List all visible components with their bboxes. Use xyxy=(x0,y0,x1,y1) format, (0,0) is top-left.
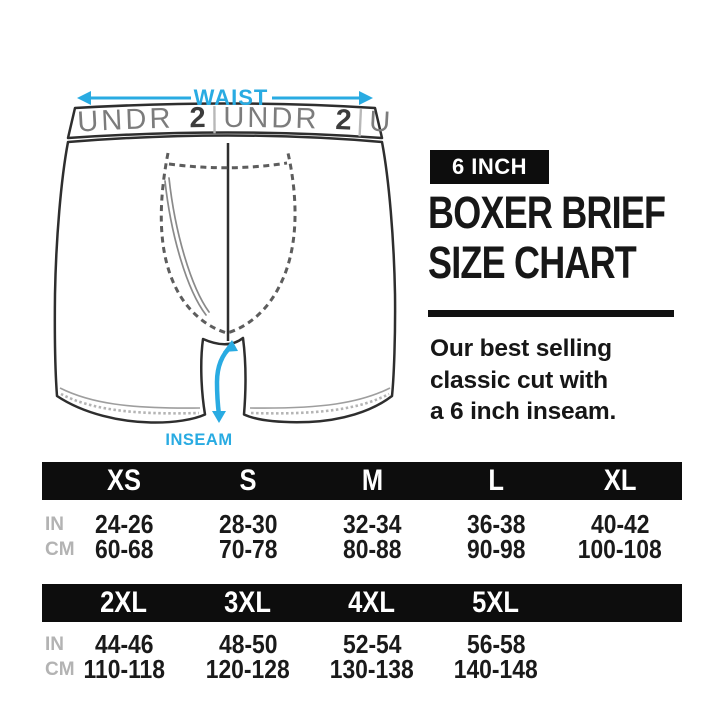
value-cell: 44-46 xyxy=(94,629,154,659)
value-cell: 36-38 xyxy=(466,509,526,539)
left-hem-stitch-dashed xyxy=(60,392,200,415)
description-line: Our best selling xyxy=(430,335,612,362)
unit-label-cm: CM xyxy=(45,659,75,680)
size-header-xl: XL xyxy=(603,464,637,497)
size-header-2xl: 2XL xyxy=(100,586,148,619)
fly-opening-line-outer xyxy=(164,180,207,316)
table-row-centimeters: CM 60-68 70-78 80-88 90-98 100-108 xyxy=(42,534,682,564)
value-cell: 70-78 xyxy=(218,534,278,564)
page-title: BOXER BRIEF SIZE CHART xyxy=(428,188,720,288)
inseam-label: INSEAM xyxy=(165,431,232,449)
description-line: classic cut with xyxy=(430,366,608,394)
size-header-4xl: 4XL xyxy=(348,586,396,619)
unit-label-cm: CM xyxy=(45,539,75,560)
fly-stitch-dashed xyxy=(159,152,297,335)
value-cell: 60-68 xyxy=(94,534,154,564)
right-hem-stitch-dashed xyxy=(250,392,390,415)
value-cell: 32-34 xyxy=(342,509,402,539)
table-row-inches: IN 44-46 48-50 52-54 56-58 xyxy=(42,629,682,659)
size-table-2xl-5xl: 2XL 3XL 4XL 5XL IN 44-46 48-50 52-54 56-… xyxy=(42,584,682,682)
value-cell: 40-42 xyxy=(590,509,650,539)
fly-top-stitch-dashed xyxy=(168,161,288,170)
left-hem-line xyxy=(59,387,201,409)
size-table-xs-xl: XS S M L XL IN 24-26 28-30 32-34 36-38 4… xyxy=(42,462,682,562)
value-cell: 56-58 xyxy=(466,629,526,659)
size-table-header-row: XS S M L XL xyxy=(42,462,682,500)
waist-arrowhead-right xyxy=(359,91,373,105)
unit-label-in: IN xyxy=(45,634,64,655)
value-cell: 120-128 xyxy=(206,654,290,684)
title-line-1: BOXER BRIEF xyxy=(428,187,666,238)
value-cell: 90-98 xyxy=(466,534,526,564)
value-cell: 110-118 xyxy=(83,654,165,684)
value-cell: 140-148 xyxy=(454,654,538,684)
product-description: Our best selling classic cut with a 6 in… xyxy=(430,333,616,428)
value-cell: 100-108 xyxy=(578,534,662,564)
size-header-3xl: 3XL xyxy=(224,586,272,619)
size-header-empty xyxy=(558,584,682,622)
inseam-arrow xyxy=(214,344,234,418)
inseam-badge: 6 INCH xyxy=(430,150,549,184)
value-cell: 52-54 xyxy=(342,629,402,659)
size-header-xs: XS xyxy=(106,464,142,497)
size-header-l: L xyxy=(488,464,504,497)
fly-opening-line-inner xyxy=(168,177,210,313)
size-header-m: M xyxy=(361,464,383,497)
size-table-header-row: 2XL 3XL 4XL 5XL xyxy=(42,584,682,622)
value-cell: 48-50 xyxy=(218,629,278,659)
right-hem-line xyxy=(249,387,391,409)
boxer-body-outline xyxy=(53,134,397,424)
value-cell: 130-138 xyxy=(330,654,414,684)
value-cell-empty xyxy=(558,632,682,657)
table-row-centimeters: CM 110-118 120-128 130-138 140-148 xyxy=(42,654,682,684)
value-cell: 24-26 xyxy=(94,509,154,539)
inseam-badge-label: 6 INCH xyxy=(451,154,528,179)
unit-label-in: IN xyxy=(45,514,64,535)
table-row-inches: IN 24-26 28-30 32-34 36-38 40-42 xyxy=(42,509,682,539)
size-header-5xl: 5XL xyxy=(472,586,520,619)
inseam-arrowhead-bottom xyxy=(212,411,226,423)
waist-label: WAIST xyxy=(194,85,269,110)
inseam-arrowhead-top xyxy=(223,340,238,352)
value-cell: 28-30 xyxy=(218,509,278,539)
waist-arrowhead-left xyxy=(77,91,91,105)
size-header-s: S xyxy=(239,464,257,497)
value-cell-empty xyxy=(558,657,682,682)
waistband xyxy=(66,102,384,140)
title-line-2: SIZE CHART xyxy=(428,237,637,288)
value-cell: 80-88 xyxy=(342,534,402,564)
description-line: a 6 inch inseam. xyxy=(430,398,617,425)
title-divider xyxy=(428,310,674,317)
